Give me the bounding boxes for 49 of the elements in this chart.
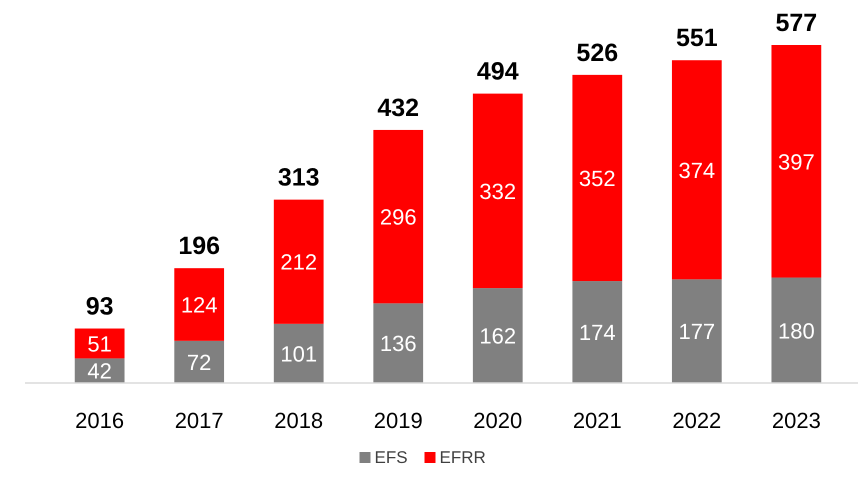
data-label: 51 (87, 331, 112, 356)
x-tick-label: 2021 (572, 408, 622, 433)
bar (373, 130, 424, 304)
bar (572, 281, 622, 383)
data-label: 174 (578, 320, 616, 346)
bar (174, 268, 224, 341)
data-label: 352 (578, 166, 616, 191)
data-label: 332 (479, 178, 516, 204)
legend-label: EFS (374, 448, 408, 467)
total-label: 577 (775, 9, 818, 37)
total-label: 196 (178, 232, 220, 260)
total-label: 526 (576, 38, 618, 67)
bar (572, 74, 622, 282)
bar (472, 288, 523, 383)
data-label: 124 (180, 292, 218, 318)
x-tick-label: 2023 (772, 408, 821, 433)
data-label: 42 (87, 358, 112, 384)
bar (771, 45, 822, 278)
x-tick-label: 2017 (174, 408, 224, 433)
bar (274, 200, 324, 324)
x-tick-label: 2020 (473, 408, 522, 433)
bar (771, 278, 822, 383)
x-tick-label: 2019 (374, 408, 423, 433)
x-tick-label: 2016 (75, 408, 124, 433)
x-tick-label: 2022 (672, 408, 722, 433)
data-label: 72 (186, 350, 212, 375)
data-label: 136 (380, 331, 417, 356)
data-label: 296 (380, 204, 417, 230)
total-label: 494 (476, 58, 519, 86)
bar (472, 94, 523, 288)
data-label: 212 (280, 250, 318, 275)
x-tick-label: 2018 (274, 408, 324, 433)
data-label: 397 (778, 149, 815, 174)
bar (74, 328, 125, 358)
bar (672, 279, 722, 383)
data-label: 101 (280, 341, 318, 366)
bar (373, 303, 424, 383)
bar (174, 340, 224, 383)
total-label: 313 (278, 164, 320, 192)
data-label: 180 (778, 318, 815, 344)
total-label: 551 (676, 24, 718, 52)
total-label: 432 (377, 94, 420, 122)
data-label: 177 (678, 319, 716, 344)
total-label: 93 (86, 292, 114, 321)
bar (672, 60, 722, 280)
data-label: 162 (479, 324, 516, 349)
data-label: 374 (678, 158, 716, 183)
legend-label: EFRR (440, 448, 486, 467)
bar (274, 324, 324, 383)
